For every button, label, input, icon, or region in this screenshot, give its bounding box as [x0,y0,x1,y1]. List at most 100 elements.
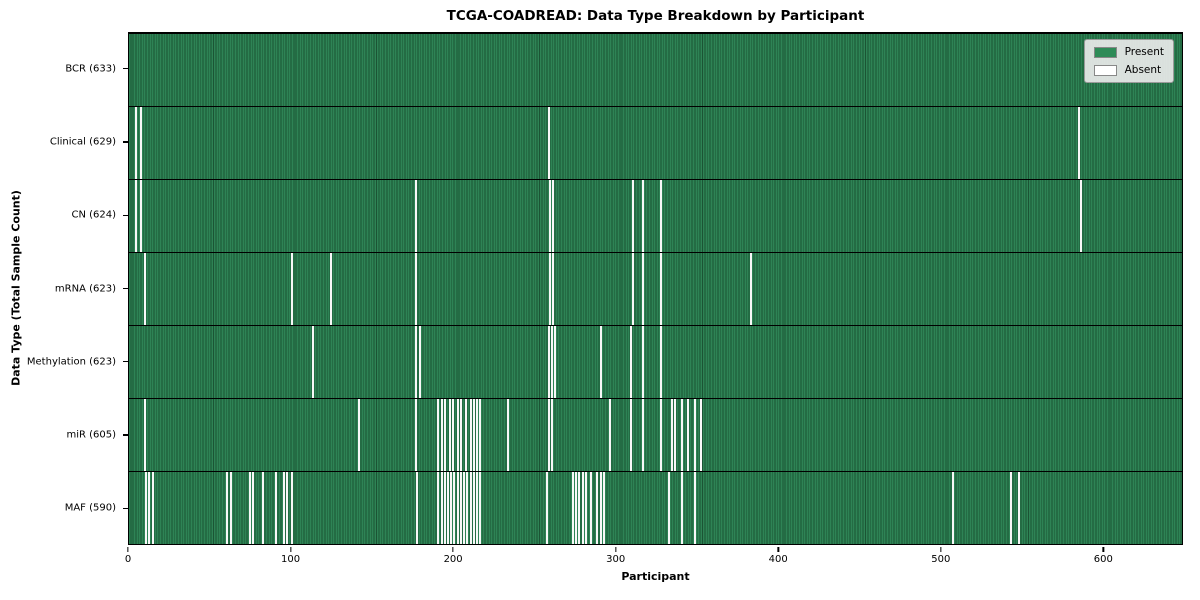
x-tick-mark [1102,546,1104,552]
absent-stripe [596,472,599,544]
y-tick-mark [123,361,128,363]
absent-stripe [631,253,634,325]
absent-stripe [693,472,696,544]
absent-stripe [463,472,466,544]
y-tick-mark [123,214,128,216]
row-methylation [129,325,1182,398]
absent-stripe [479,472,482,544]
absent-stripe [148,472,151,544]
absent-stripe [459,399,462,471]
absent-stripe [229,472,232,544]
absent-stripe [609,399,612,471]
absent-stripe [469,399,472,471]
absent-stripe [680,472,683,544]
absent-stripe [670,399,673,471]
absent-stripe [507,399,510,471]
absent-stripe [547,326,550,398]
legend: Present Absent [1083,39,1174,83]
absent-stripe [437,472,440,544]
absent-stripe [693,399,696,471]
x-tick-mark [452,546,454,552]
absent-stripe [440,399,443,471]
absent-stripe [575,472,578,544]
absent-stripe [1010,472,1012,544]
absent-stripe [135,107,138,179]
absent-stripe [1078,107,1081,179]
absent-stripe [135,180,138,252]
absent-stripe [443,472,446,544]
y-tick-mark [123,141,128,143]
absent-stripe [140,180,143,252]
absent-stripe [578,472,581,544]
absent-stripe [464,399,467,471]
row-cn [129,179,1182,252]
y-tick-label: BCR (633) [65,63,116,75]
x-tick-mark [127,546,129,552]
legend-item-absent: Absent [1093,64,1164,76]
x-tick-label: 0 [124,553,132,565]
absent-stripe [143,399,146,471]
x-tick-label: 400 [768,553,788,565]
absent-stripe [630,399,633,471]
absent-stripe [687,399,690,471]
absent-stripe [459,472,462,544]
absent-stripe [443,399,446,471]
x-tick-mark [940,546,942,552]
absent-stripe [291,472,294,544]
absent-stripe [552,253,555,325]
absent-stripe [312,326,315,398]
legend-swatch-absent [1093,64,1117,76]
row-mrna [129,252,1182,325]
x-tick-mark [615,546,617,552]
y-tick-mark [123,287,128,290]
absent-stripe [667,472,670,544]
absent-stripe [286,472,289,544]
absent-stripe [659,326,662,398]
legend-label: Absent [1124,64,1162,76]
y-tick-label: MAF (590) [64,502,116,514]
absent-stripe [143,253,146,325]
absent-stripe [453,472,456,544]
absent-stripe [416,472,419,544]
absent-stripe [547,107,550,179]
absent-stripe [680,399,683,471]
absent-stripe [450,472,453,544]
y-tick-label: mRNA (623) [54,283,116,294]
x-tick-mark [289,546,292,552]
absent-stripe [469,472,472,544]
y-tick-label: miR (605) [66,429,116,441]
absent-stripe [448,399,451,471]
absent-stripe [456,472,459,544]
y-tick-mark [123,434,128,436]
y-tick-label: CN (624) [71,209,116,221]
absent-stripe [252,472,255,544]
absent-stripe [641,180,644,252]
absent-stripe [249,472,252,544]
absent-stripe [641,399,644,471]
absent-stripe [456,399,459,471]
absent-stripe [479,399,482,471]
absent-stripe [283,472,286,544]
absent-stripe [291,253,294,325]
absent-stripe [550,399,553,471]
x-tick-label: 500 [931,553,951,565]
absent-stripe [262,472,265,544]
absent-stripe [641,253,644,325]
legend-swatch-present [1093,46,1117,58]
absent-stripe [674,399,677,471]
legend-item-present: Present [1093,46,1164,58]
x-tick-label: 100 [281,553,301,565]
y-tick-mark [123,507,128,509]
absent-stripe [571,472,574,544]
absent-stripe [414,399,417,471]
x-axis: 0 100 200 300 400 500 600 [124,546,1183,571]
legend-label: Present [1124,46,1164,58]
absent-stripe [419,326,422,398]
absent-stripe [476,472,479,544]
absent-stripe [447,472,449,544]
absent-stripe [584,472,587,544]
absent-stripe [414,326,417,398]
row-bcr [129,33,1182,106]
absent-stripe [550,326,553,398]
absent-stripe [630,326,633,398]
